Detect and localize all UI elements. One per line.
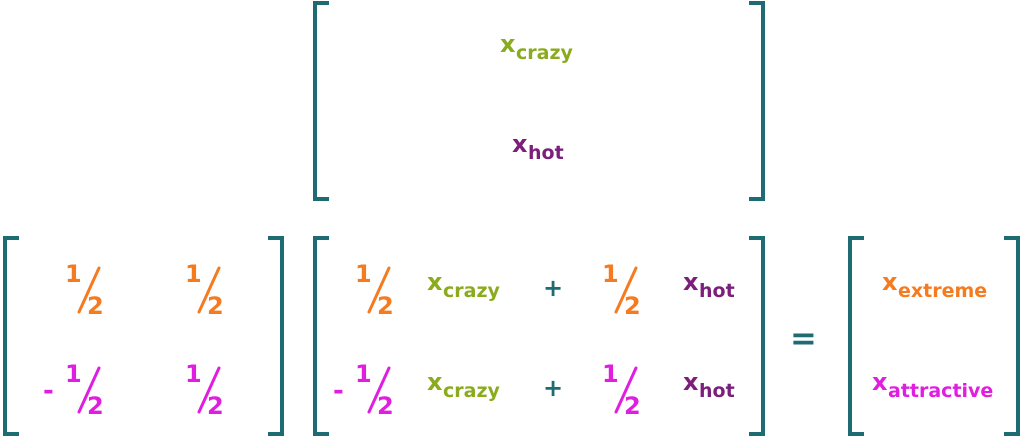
denominator: 2 (207, 392, 224, 420)
bracket (749, 236, 765, 436)
sign: - (333, 376, 344, 406)
denominator: 2 (87, 292, 104, 320)
fraction-slash (614, 366, 638, 414)
numerator: 1 (355, 360, 372, 388)
subscript: hot (699, 280, 735, 302)
numerator: 1 (65, 260, 82, 288)
fraction-slash (77, 266, 101, 314)
fraction-slash (77, 366, 101, 414)
bracket (3, 236, 19, 436)
fraction-slash (197, 266, 221, 314)
denominator: 2 (87, 392, 104, 420)
variable: x (500, 30, 516, 58)
variable: x (683, 368, 699, 396)
fraction-slash (614, 266, 638, 314)
equals: = (790, 319, 817, 357)
denominator: 2 (377, 292, 394, 320)
variable: x (882, 268, 898, 296)
denominator: 2 (624, 392, 641, 420)
fraction-slash (367, 366, 391, 414)
bracket (313, 1, 329, 201)
subscript: extreme (898, 280, 988, 302)
numerator: 1 (65, 360, 82, 388)
variable: x (427, 268, 443, 296)
fraction-slash (367, 266, 391, 314)
sign: - (43, 376, 54, 406)
fraction-slash (197, 366, 221, 414)
bracket (313, 236, 329, 436)
numerator: 1 (602, 360, 619, 388)
variable: x (427, 368, 443, 396)
subscript: hot (699, 380, 735, 402)
numerator: 1 (185, 360, 202, 388)
variable: x (872, 368, 888, 396)
variable: x (683, 268, 699, 296)
denominator: 2 (377, 392, 394, 420)
bracket (268, 236, 284, 436)
denominator: 2 (624, 292, 641, 320)
subscript: crazy (516, 42, 573, 64)
numerator: 1 (185, 260, 202, 288)
numerator: 1 (355, 260, 372, 288)
variable: x (512, 130, 528, 158)
subscript: crazy (443, 380, 500, 402)
subscript: crazy (443, 280, 500, 302)
subscript: hot (528, 142, 564, 164)
bracket (749, 1, 765, 201)
bracket (848, 236, 864, 436)
bracket (1004, 236, 1020, 436)
numerator: 1 (602, 260, 619, 288)
plus: + (543, 274, 564, 302)
plus: + (543, 374, 564, 402)
denominator: 2 (207, 292, 224, 320)
subscript: attractive (888, 380, 994, 402)
